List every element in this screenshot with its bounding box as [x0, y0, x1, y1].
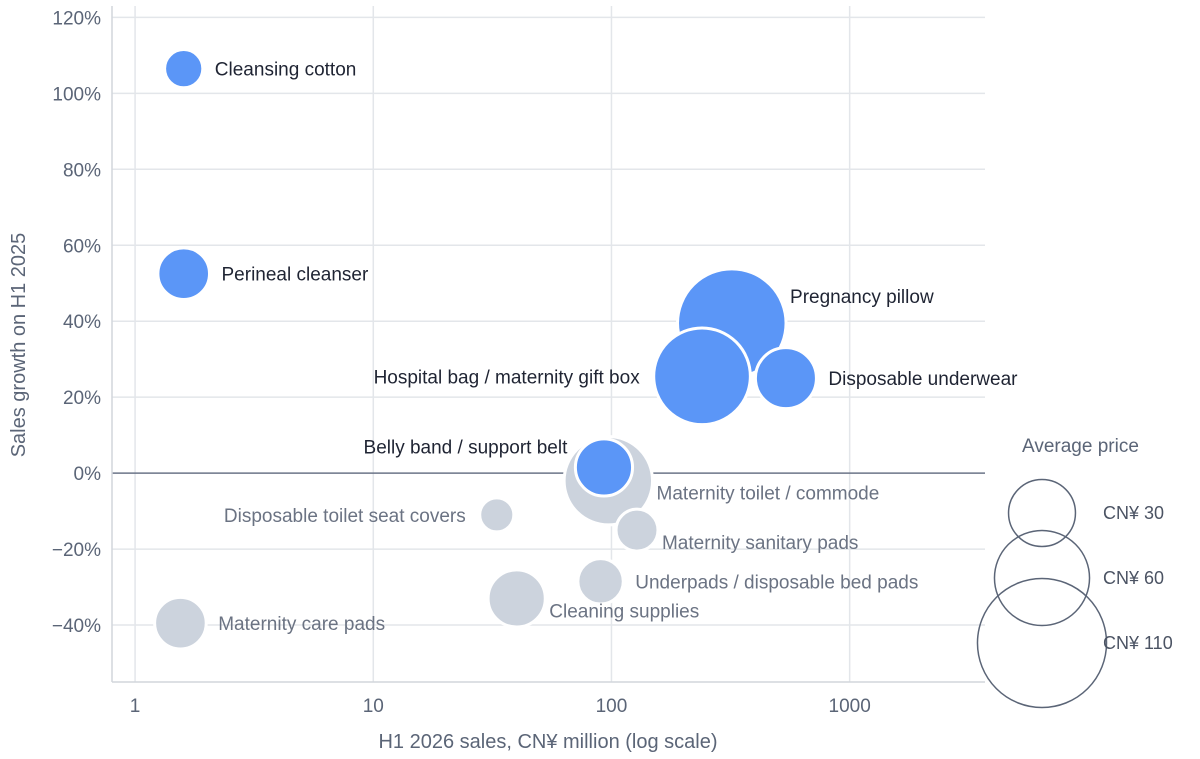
data-bubble — [153, 595, 208, 651]
data-bubble — [614, 507, 660, 553]
data-bubble — [573, 437, 635, 498]
legend-label: CN¥ 110 — [1103, 633, 1173, 653]
legend-size-circle — [993, 529, 1091, 627]
x-tick-label: 1000 — [829, 696, 871, 717]
y-tick-label: 80% — [63, 160, 101, 181]
axes: 120% 100% 80% 60% 40% 20% 0% −20% −40% 1 10 100 1000 — [52, 6, 985, 717]
legend-label: CN¥ 60 — [1103, 568, 1164, 588]
data-bubble — [486, 568, 547, 629]
y-tick-label: −40% — [52, 616, 101, 637]
point-label: Cleansing cotton — [215, 60, 357, 81]
point-label: Hospital bag / maternity gift box — [374, 367, 641, 388]
x-tick-label: 1 — [130, 696, 141, 717]
legend-size-circle — [1007, 478, 1077, 548]
point-label: Disposable underwear — [828, 369, 1018, 390]
y-axis-title: Sales growth on H1 2025 — [8, 233, 30, 458]
point-label: Disposable toilet seat covers — [224, 506, 466, 527]
legend-label: CN¥ 30 — [1103, 503, 1164, 523]
point-label: Underpads / disposable bed pads — [635, 572, 918, 593]
bubbles — [153, 48, 818, 651]
point-label: Perineal cleanser — [222, 265, 369, 286]
y-tick-label: −20% — [52, 540, 101, 561]
data-bubble — [753, 346, 818, 411]
y-tick-label: 60% — [63, 236, 101, 257]
point-label: Pregnancy pillow — [790, 287, 934, 308]
y-tick-label: 120% — [52, 8, 101, 29]
point-label: Maternity sanitary pads — [662, 533, 858, 554]
y-tick-label: 100% — [52, 84, 101, 105]
x-tick-label: 100 — [596, 696, 628, 717]
legend-size-circle — [976, 577, 1108, 709]
data-bubble — [652, 326, 752, 427]
size-legend: Average price CN¥ 30 CN¥ 60 CN¥ 110 — [976, 436, 1173, 709]
point-label: Maternity care pads — [218, 614, 385, 635]
grid-lines — [112, 6, 985, 682]
x-tick-label: 10 — [363, 696, 384, 717]
point-label: Maternity toilet / commode — [657, 484, 880, 505]
x-axis-title: H1 2026 sales, CN¥ million (log scale) — [378, 731, 717, 753]
data-bubble — [576, 557, 625, 606]
y-tick-label: 40% — [63, 312, 101, 333]
y-tick-label: 0% — [74, 464, 102, 485]
data-bubble — [163, 48, 205, 90]
legend-title: Average price — [1022, 436, 1139, 457]
data-bubble — [478, 496, 516, 534]
y-tick-label: 20% — [63, 388, 101, 409]
data-bubble — [156, 246, 212, 302]
point-labels: Cleansing cotton Perineal cleanser Pregnan… — [215, 60, 1018, 635]
point-label: Cleaning supplies — [549, 601, 699, 622]
point-label: Belly band / support belt — [364, 437, 569, 458]
